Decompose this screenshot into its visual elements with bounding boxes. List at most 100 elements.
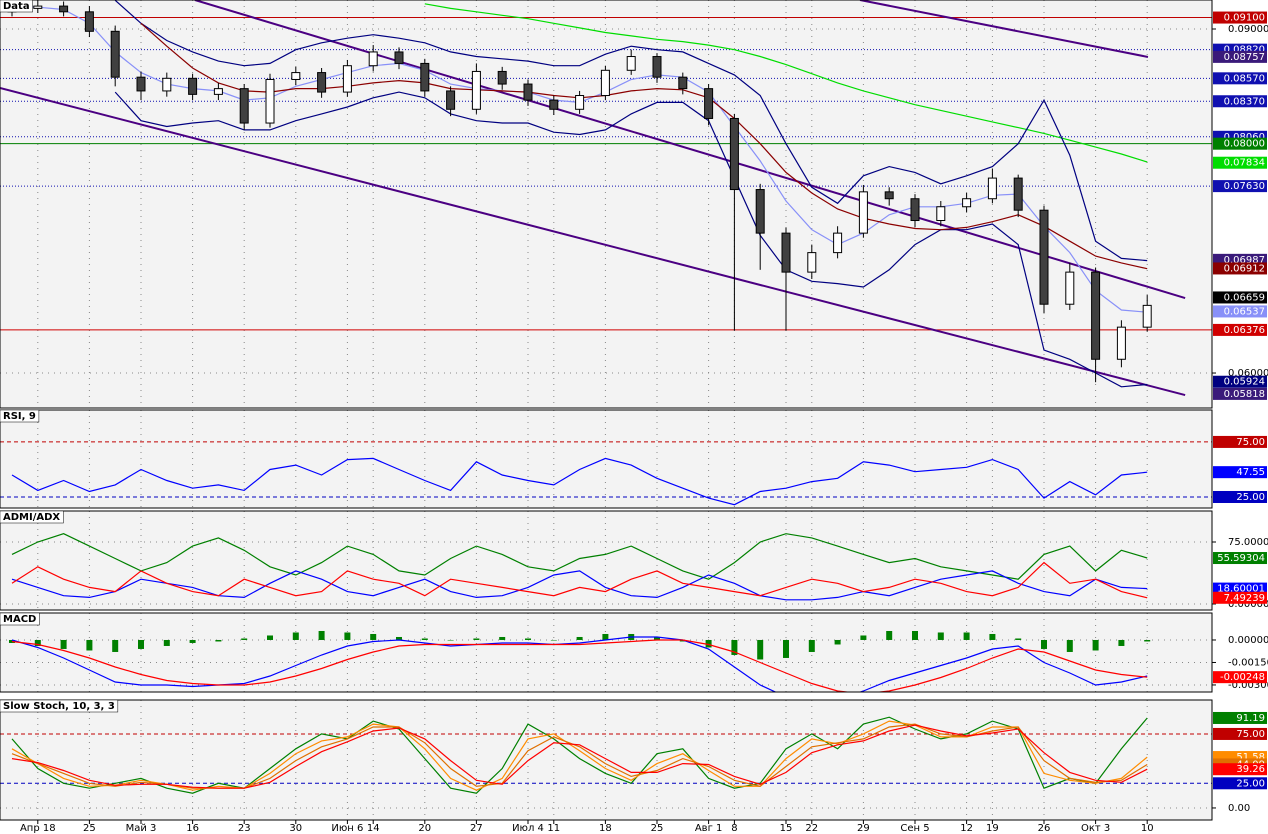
x-tick-label: 27: [470, 823, 483, 834]
histogram-bar: [112, 639, 119, 652]
x-tick-label: Окт 3: [1081, 823, 1110, 834]
panel-frame: [0, 409, 1213, 509]
candle-body: [1116, 326, 1126, 360]
price-label: 75.00: [1236, 729, 1265, 740]
price-label-box: [1213, 777, 1267, 790]
x-tick-label: 14: [367, 823, 380, 834]
candle-body: [265, 78, 275, 124]
price-label-box: [1213, 180, 1267, 193]
histogram-bar: [370, 633, 377, 640]
price-label-box: [1213, 466, 1267, 479]
price-label: 0.08060: [1224, 132, 1265, 143]
series-line: [11, 639, 1148, 692]
x-tick-label: 19: [986, 823, 999, 834]
x-tick-label: 18: [599, 823, 612, 834]
histogram-bar: [1118, 639, 1125, 646]
panel-frame: [0, 0, 1213, 409]
histogram-bar: [1066, 639, 1073, 652]
x-tick-label: 26: [1038, 823, 1051, 834]
histogram-bar: [937, 632, 944, 640]
y-tick-label: 0.00000: [1228, 599, 1268, 610]
price-label: -0.00248: [1220, 672, 1265, 683]
x-tick-label: 10: [1141, 823, 1154, 834]
series-line: [11, 570, 1148, 601]
candle-body: [213, 88, 223, 95]
candle-body: [936, 206, 946, 222]
price-label-box: [1213, 95, 1267, 108]
histogram-bar: [654, 636, 660, 640]
histogram-bar: [783, 639, 789, 658]
y-tick-label: 0.00000: [1228, 635, 1268, 646]
candle-body: [600, 69, 610, 97]
candle-body: [471, 70, 481, 110]
panel-title-box: [0, 510, 64, 524]
trendline: [0, 86, 1186, 397]
histogram-bar: [241, 638, 248, 640]
series-line: [114, 0, 1148, 262]
histogram-bar: [447, 639, 454, 641]
x-tick-label: 29: [857, 823, 870, 834]
panel-title-box: [0, 699, 119, 713]
price-label: 25.00: [1236, 778, 1265, 789]
histogram-bar: [267, 635, 273, 640]
price-label: 7.49239: [1224, 593, 1265, 604]
candle-body: [755, 189, 765, 234]
price-label-box: [1213, 50, 1267, 63]
y-tick-label: 0.09000: [1228, 24, 1268, 35]
price-label: 0.08820: [1224, 45, 1265, 56]
panel: [0, 700, 1212, 820]
price-label-box: [1213, 323, 1267, 336]
histogram-bar: [963, 632, 970, 640]
histogram-bar: [1015, 638, 1022, 640]
histogram-bar: [886, 630, 893, 640]
panel-background: [0, 0, 1212, 408]
candle-body: [626, 56, 636, 71]
series-line: [11, 724, 1148, 789]
price-label: 18.60001: [1217, 584, 1265, 595]
x-tick-label: 11: [547, 823, 560, 834]
candle-body: [368, 51, 378, 67]
x-tick-label: 25: [651, 823, 664, 834]
price-label-box: [1213, 552, 1267, 565]
panel-background: [0, 613, 1212, 692]
histogram-bar: [912, 630, 918, 640]
panel: [0, 613, 1212, 692]
candle-body: [84, 11, 94, 32]
y-tick-label: 75.00000: [1228, 537, 1268, 548]
histogram-bar: [576, 636, 583, 640]
histogram-bar: [1092, 639, 1099, 651]
y-tick-label: -0.00300: [1228, 680, 1268, 691]
histogram-bar: [525, 638, 531, 640]
candle-body: [729, 117, 739, 191]
candle-body: [136, 76, 146, 92]
candle-body: [110, 30, 120, 78]
panel-title-box: [0, 409, 40, 423]
panel-background: [0, 700, 1212, 820]
price-label-box: [1213, 11, 1267, 24]
histogram-bar: [808, 639, 815, 652]
price-label: 0.08757: [1224, 52, 1265, 63]
histogram-bar: [292, 632, 299, 640]
price-label: 0.08570: [1224, 73, 1265, 84]
histogram-bar: [60, 639, 67, 649]
y-tick-label: -0.00150: [1228, 657, 1268, 668]
histogram-bar: [163, 639, 170, 646]
price-label: 0.07630: [1224, 181, 1265, 192]
price-label-box: [1213, 763, 1267, 776]
candle-body: [910, 198, 920, 222]
series-line: [11, 457, 1148, 506]
panel-title: Data: [3, 1, 30, 12]
candle-body: [833, 232, 843, 254]
price-label-box: [1213, 375, 1267, 388]
price-label: 0.06537: [1224, 306, 1265, 317]
panel-frame: [0, 699, 1213, 821]
price-label: 0.05818: [1224, 389, 1265, 400]
panel-title: Slow Stoch, 10, 3, 3: [3, 701, 115, 712]
panel: [0, 511, 1212, 610]
price-label: 0.05924: [1224, 377, 1265, 388]
x-tick-label: Июл 4: [512, 823, 544, 834]
candle-body: [987, 177, 997, 200]
trendline: [859, 0, 1149, 58]
panel: [0, 0, 1212, 408]
